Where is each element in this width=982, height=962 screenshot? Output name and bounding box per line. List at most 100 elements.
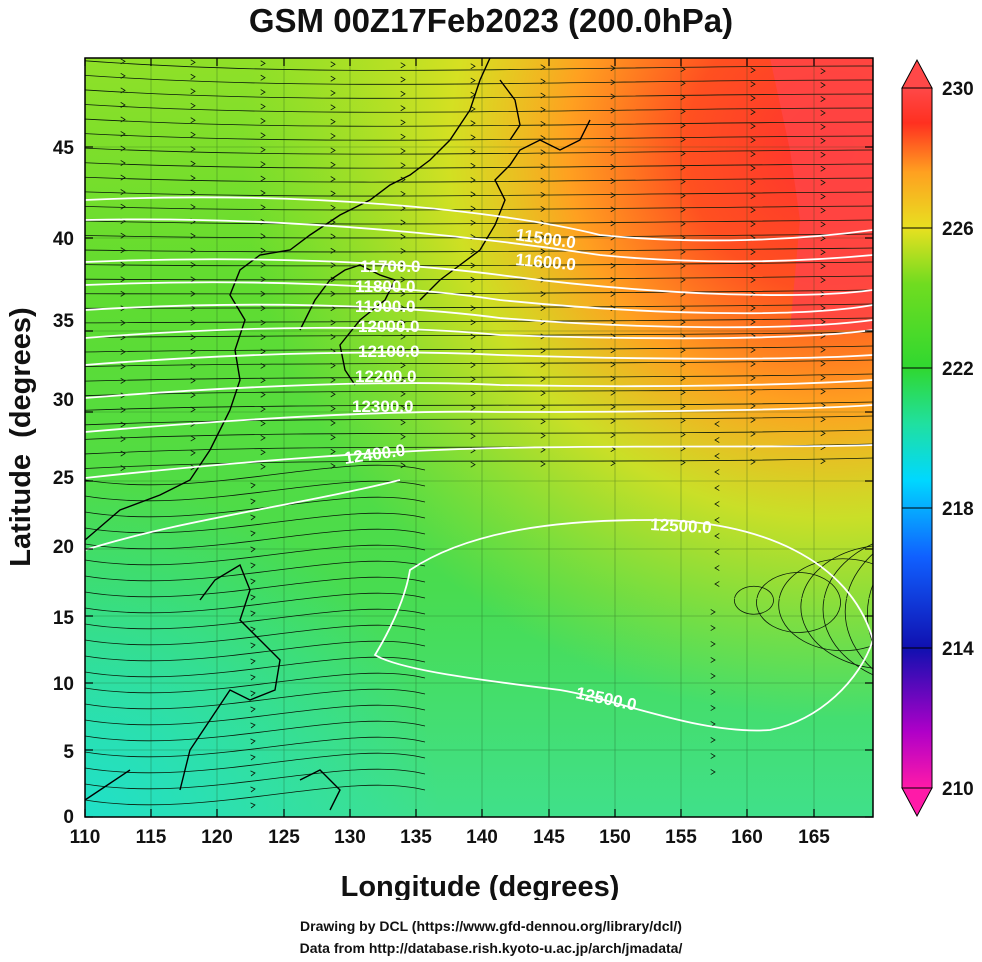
streamline-arrow <box>330 190 336 197</box>
streamline-arrow <box>820 82 826 89</box>
streamline-arrow <box>540 291 546 297</box>
colorbar: 230 226 222 218 214 210 <box>901 58 974 818</box>
streamline-arrow <box>680 361 686 368</box>
streamline-arrow <box>820 318 826 325</box>
streamline-arrow <box>260 89 266 96</box>
streamline-arrow <box>400 362 406 369</box>
streamline-arrow <box>750 402 756 409</box>
y-tick-label: 40 <box>53 229 74 250</box>
streamline-arrow <box>710 769 716 775</box>
streamline <box>85 429 873 440</box>
streamline-arrow <box>120 276 126 283</box>
streamline <box>85 688 426 710</box>
streamline-arrow <box>330 319 336 326</box>
streamline-arrow <box>250 610 256 617</box>
streamline-arrow <box>120 450 126 457</box>
streamline-arrow <box>400 119 406 126</box>
streamline-arrow <box>540 163 546 170</box>
streamline-arrow <box>400 105 406 112</box>
streamline-arrow <box>400 133 406 140</box>
streamline-arrow <box>330 104 336 111</box>
x-tick-labels: 110 115 120 125 130 135 140 145 150 155 … <box>70 827 831 848</box>
streamline-arrow <box>470 205 476 212</box>
streamline-arrow <box>610 319 616 326</box>
streamline-arrow <box>750 151 756 158</box>
streamline-arrow <box>610 375 616 382</box>
streamline-arrow <box>260 362 266 369</box>
streamline-arrow <box>680 389 686 396</box>
streamline-arrow <box>260 146 266 153</box>
streamlines <box>85 58 873 809</box>
streamline-arrow <box>260 204 266 211</box>
streamline-arrow <box>820 346 826 353</box>
streamline-arrow <box>820 374 826 381</box>
streamline-arrow <box>260 334 266 340</box>
streamline <box>85 576 426 598</box>
streamline-arrow <box>250 754 256 761</box>
streamline <box>85 162 873 169</box>
streamline-arrow <box>750 347 756 353</box>
streamline-arrow <box>250 562 256 569</box>
y-tick-label: 45 <box>53 138 75 159</box>
axis-ticks <box>84 58 873 818</box>
streamline-arrow <box>710 689 716 695</box>
temperature-field <box>85 58 873 817</box>
streamline-arrow <box>750 361 756 367</box>
streamline-arrow <box>250 642 256 649</box>
streamline-arrow <box>714 501 720 507</box>
streamline-arrow <box>680 347 686 354</box>
streamline-arrow <box>470 376 476 383</box>
streamline-arrow <box>400 276 406 283</box>
x-tick-label: 120 <box>201 827 233 848</box>
streamline-arrow <box>330 118 336 125</box>
streamline-arrow <box>330 233 336 240</box>
streamline-arrow <box>250 482 256 489</box>
streamline-arrow <box>470 248 476 255</box>
streamline-arrow <box>750 179 756 186</box>
streamline <box>85 752 426 774</box>
streamline-arrow <box>610 107 616 114</box>
x-tick-label: 165 <box>798 827 830 848</box>
streamline-arrow <box>680 403 686 410</box>
streamline-arrow <box>120 174 126 181</box>
streamline-arrow <box>250 658 256 665</box>
streamline-arrow <box>400 419 406 426</box>
streamline-arrow <box>250 690 256 697</box>
streamline-arrow <box>260 348 266 355</box>
streamline-arrow <box>470 162 476 169</box>
streamline-arrow <box>710 609 716 615</box>
streamline <box>85 89 873 99</box>
streamline-arrow <box>680 319 686 325</box>
streamline <box>85 191 873 197</box>
streamline-arrow <box>680 122 686 129</box>
streamline-arrow <box>610 220 616 227</box>
streamline-arrow <box>714 517 720 523</box>
streamline-arrow <box>190 117 196 124</box>
streamline-arrow <box>120 232 126 239</box>
streamline <box>85 784 426 806</box>
streamline-arrow <box>400 162 406 169</box>
streamline-arrow <box>610 262 616 269</box>
streamline-arrow <box>750 375 756 381</box>
y-tick-label: 5 <box>63 742 74 763</box>
streamline-arrow <box>190 102 196 109</box>
streamline-arrow <box>260 60 266 67</box>
streamline-arrow <box>190 59 196 66</box>
streamline <box>85 528 426 550</box>
streamline <box>85 592 426 614</box>
streamline <box>800 545 873 669</box>
streamline-arrow <box>250 498 256 505</box>
streamline-arrow <box>400 219 406 226</box>
streamline-arrow <box>680 178 686 185</box>
streamline-arrow <box>610 93 616 100</box>
y-tick-label: 10 <box>53 674 74 695</box>
footer-data-source: Data from http://database.rish.kyoto-u.a… <box>299 940 683 956</box>
streamline-arrow <box>260 262 266 268</box>
streamline-arrow <box>120 58 126 65</box>
streamline-arrow <box>710 705 716 711</box>
streamline <box>85 512 426 534</box>
streamline-arrow <box>750 109 756 116</box>
streamline <box>85 118 873 127</box>
streamline-arrow <box>400 290 406 297</box>
coastlines <box>85 58 591 811</box>
